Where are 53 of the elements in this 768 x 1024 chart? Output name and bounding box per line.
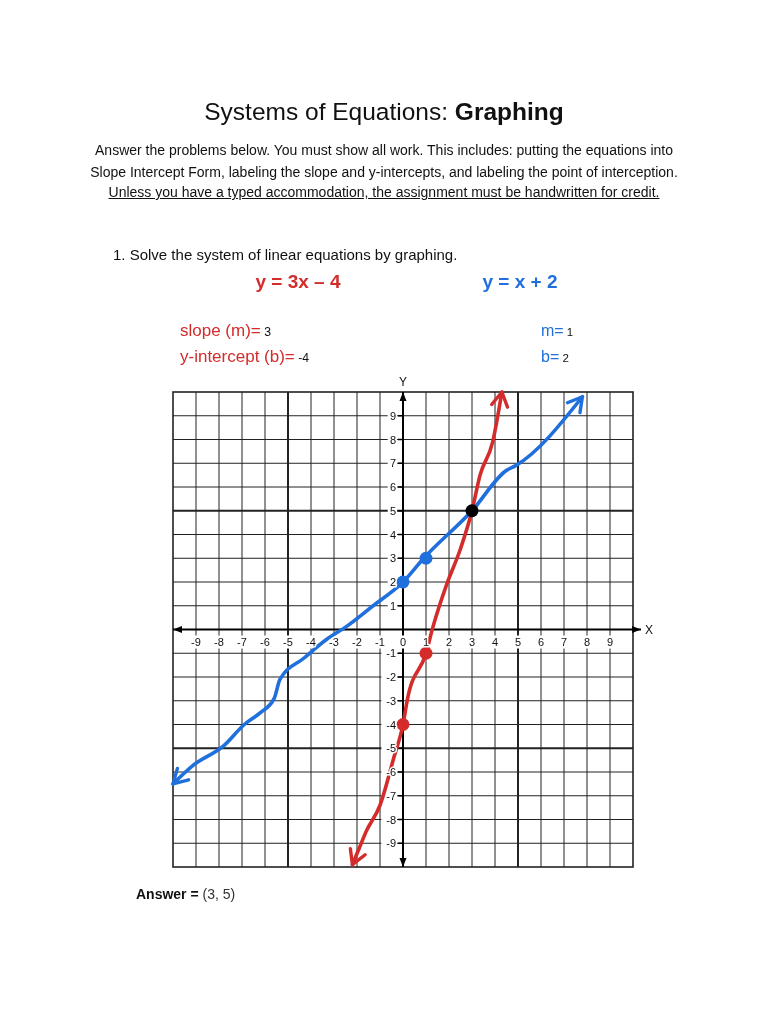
y-tick-label: -1: [386, 647, 396, 660]
x-tick-label: -8: [214, 635, 224, 648]
point: [419, 551, 433, 565]
x-tick-label: 1: [422, 635, 430, 648]
point: [465, 504, 479, 518]
y-tick-label: -8: [386, 813, 396, 826]
y-tick-label: -2: [386, 671, 396, 683]
y-tick-label: -7: [386, 789, 396, 802]
text: 1. Solve the system of linear equations by graphing.: [113, 246, 458, 264]
y-tick-label: -3: [386, 694, 396, 707]
x-tick-label: -2: [352, 635, 362, 648]
x-tick-label: -6: [260, 635, 270, 648]
text: m= 1: [541, 321, 574, 341]
y-tick-label: 8: [389, 433, 396, 446]
y-tick-label: 4: [389, 528, 396, 541]
x-tick-label: 5: [514, 635, 522, 648]
x-tick-label: -5: [283, 635, 293, 648]
x-tick-label: 6: [537, 635, 545, 648]
chart-subtitle: Answer the problems below. You must show all work. This includes: putting the equations into Slope Intercept Form, labeling the slope and y-intercepts, and labeling the point of interception.: [89, 141, 679, 182]
x-tick-label: 2: [445, 635, 453, 648]
y-tick-label: -9: [386, 837, 396, 850]
x-tick-label: 9: [606, 635, 614, 648]
chart-title: Systems of Equations: Graphing: [203, 97, 565, 127]
y-tick-label: 3: [389, 552, 396, 565]
text: b= 2: [541, 347, 569, 367]
x-tick-label: 3: [468, 635, 476, 648]
y-tick-label: 2: [389, 576, 396, 588]
text: Answer = (3, 5): [136, 886, 236, 902]
y-tick-label: 1: [389, 599, 396, 612]
x-tick-label: -9: [191, 635, 201, 648]
point: [396, 575, 410, 589]
y-axis-title: Y: [398, 375, 408, 389]
x-tick-label: 7: [560, 635, 568, 648]
x-tick-label: 8: [583, 635, 591, 648]
x-tick-label: 0: [399, 635, 407, 648]
text: y-intercept (b)= -4: [180, 347, 310, 368]
x-tick-label: -4: [306, 635, 316, 648]
y-tick-label: 6: [389, 481, 396, 493]
x-axis-title: X: [645, 622, 654, 637]
point: [419, 646, 433, 660]
y-tick-label: 7: [389, 457, 396, 470]
point: [396, 718, 410, 731]
text: slope (m)= 3: [180, 321, 271, 342]
x-tick-label: -3: [329, 635, 339, 648]
x-tick-label: 4: [491, 635, 499, 648]
text: y = x + 2: [481, 271, 559, 294]
text: Unless you have a typed accommodation, the assignment must be handwritten for credit.: [108, 184, 660, 200]
y-tick-label: -4: [386, 718, 396, 731]
x-tick-label: -7: [237, 635, 247, 648]
y-tick-label: 9: [389, 409, 396, 422]
y-tick-label: 5: [389, 504, 396, 517]
text: y = 3x – 4: [254, 271, 342, 294]
x-tick-label: -1: [375, 635, 385, 648]
